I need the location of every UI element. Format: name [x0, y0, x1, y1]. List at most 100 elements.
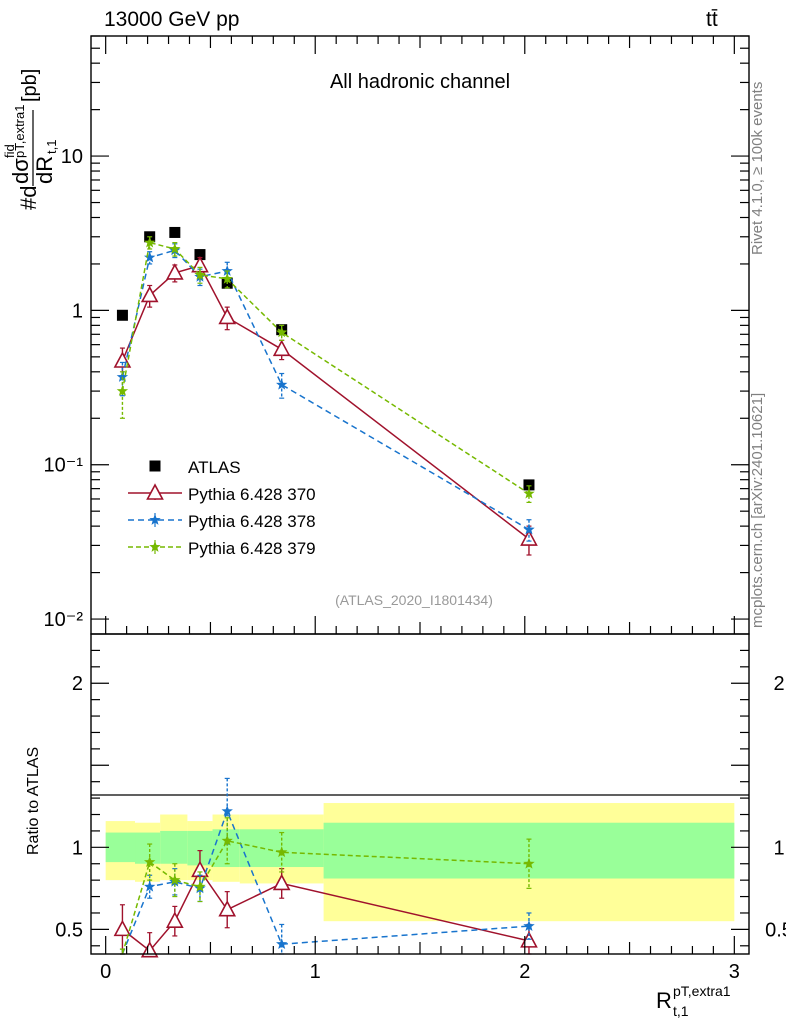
main-series	[113, 226, 538, 556]
y-tick-label: 2	[72, 673, 83, 695]
x-tick-label: 2	[519, 961, 530, 983]
data-point	[165, 263, 184, 280]
legend-marker	[149, 460, 161, 472]
data-point	[194, 268, 206, 280]
main-ylabel: #d dσ fid pT,extra1 dR t,1 [pb]	[2, 69, 59, 210]
analysis-tag: (ATLAS_2020_I1801434)	[335, 592, 493, 608]
data-point	[523, 523, 535, 535]
series-pythia-6-428-379	[116, 236, 535, 503]
data-point	[276, 378, 288, 390]
data-point	[144, 251, 156, 263]
band-green	[105, 832, 136, 863]
data-point	[218, 307, 237, 325]
band-green	[160, 830, 188, 864]
y-tick-label-right: 2	[773, 673, 784, 695]
main-axis-ticks: 10 1 10⁻¹ 10⁻²	[44, 35, 749, 634]
legend-item: Pythia 6.428 378	[128, 512, 316, 531]
svg-text:#d: #d	[16, 186, 41, 210]
data-point	[113, 919, 132, 937]
svg-text:pT,extra1: pT,extra1	[12, 105, 27, 158]
data-point	[144, 856, 156, 867]
data-point	[523, 857, 535, 869]
data-point	[116, 371, 129, 382]
main-title: All hadronic channel	[330, 71, 510, 93]
ratio-frame	[90, 633, 750, 955]
data-point	[194, 249, 206, 261]
rivet-label: Rivet 4.1.0, ≥ 100k events	[749, 82, 766, 255]
legend-label: Pythia 6.428 379	[188, 539, 316, 558]
data-point	[116, 309, 128, 321]
data-point	[221, 272, 233, 284]
y-tick-label: 1	[72, 837, 83, 859]
series-line	[121, 249, 530, 531]
data-point	[523, 479, 535, 491]
band-green	[135, 832, 161, 864]
data-point	[276, 326, 288, 338]
data-point	[140, 285, 159, 303]
data-point	[218, 899, 237, 917]
svg-text:R: R	[656, 988, 672, 1013]
ratio-ylabel: Ratio to ATLAS	[25, 747, 42, 855]
data-point	[523, 487, 535, 499]
data-point	[194, 880, 206, 892]
main-panel: All hadronic channel (ATLAS_2020_I180143…	[2, 35, 750, 635]
svg-text:[pb]: [pb]	[19, 69, 41, 102]
svg-text:fid: fid	[2, 144, 17, 158]
data-point	[144, 880, 156, 892]
svg-text:dR: dR	[32, 156, 57, 184]
data-point	[520, 529, 538, 546]
legend: ATLAS Pythia 6.428 370 Pythia 6.428 378 Pyt…	[128, 458, 316, 558]
y-tick-label-right: 1	[773, 837, 784, 859]
svg-text:t,1: t,1	[44, 140, 59, 154]
legend-item: Pythia 6.428 379	[128, 539, 316, 558]
data-point	[221, 834, 233, 846]
y-tick-label: 0.5	[55, 919, 83, 941]
svg-text:t,1: t,1	[673, 1003, 689, 1019]
legend-marker	[146, 483, 164, 500]
data-point	[276, 938, 288, 949]
series-pythia-6-428-370	[113, 255, 538, 556]
svg-text:pT,extra1: pT,extra1	[673, 983, 731, 999]
band-green	[212, 829, 240, 868]
x-axis-label: R pT,extra1 t,1	[656, 983, 731, 1019]
x-tick-label: 3	[729, 961, 740, 983]
source-label: mcplots.cern.ch [arXiv:2401.10621]	[749, 393, 766, 628]
y-tick-label: 10	[61, 146, 83, 168]
ratio-axis-ticks: 0 1 2 3 2 2 1 1 0.5 0.5	[55, 649, 786, 983]
data-point	[165, 911, 184, 928]
legend-label: ATLAS	[188, 458, 241, 477]
y-tick-label: 10⁻¹	[44, 455, 84, 477]
series-atlas	[116, 226, 535, 491]
data-point	[272, 873, 291, 891]
legend-label: Pythia 6.428 378	[188, 512, 316, 531]
data-point	[272, 339, 291, 357]
data-point	[169, 226, 181, 238]
ratio-panel: 0 1 2 3 2 2 1 1 0.5 0.5 Ratio to ATLAS	[25, 633, 786, 983]
x-tick-label: 1	[310, 961, 321, 983]
series-pythia-6-428-378	[116, 243, 535, 542]
data-point	[144, 236, 156, 248]
ratio-series	[113, 777, 538, 958]
y-tick-label: 10⁻²	[44, 609, 84, 631]
series-line	[121, 264, 530, 540]
legend-marker	[149, 514, 161, 525]
y-tick-label-right: 0.5	[765, 919, 786, 941]
energy-label: 13000 GeV pp	[104, 8, 239, 31]
series-pythia-6-428-379	[119, 817, 535, 955]
data-point	[221, 805, 233, 817]
data-point	[169, 874, 181, 885]
data-point	[116, 385, 129, 396]
process-label: tt̄	[706, 8, 718, 31]
data-point	[140, 941, 159, 958]
legend-marker	[149, 541, 161, 552]
legend-item: ATLAS	[149, 458, 241, 477]
data-point	[523, 920, 535, 931]
legend-label: Pythia 6.428 370	[188, 485, 316, 504]
legend-item: Pythia 6.428 370	[128, 483, 316, 504]
series-line	[121, 241, 530, 495]
data-point	[276, 846, 288, 858]
data-point	[169, 243, 181, 254]
x-tick-label: 0	[100, 961, 111, 983]
y-tick-label: 1	[72, 300, 83, 322]
